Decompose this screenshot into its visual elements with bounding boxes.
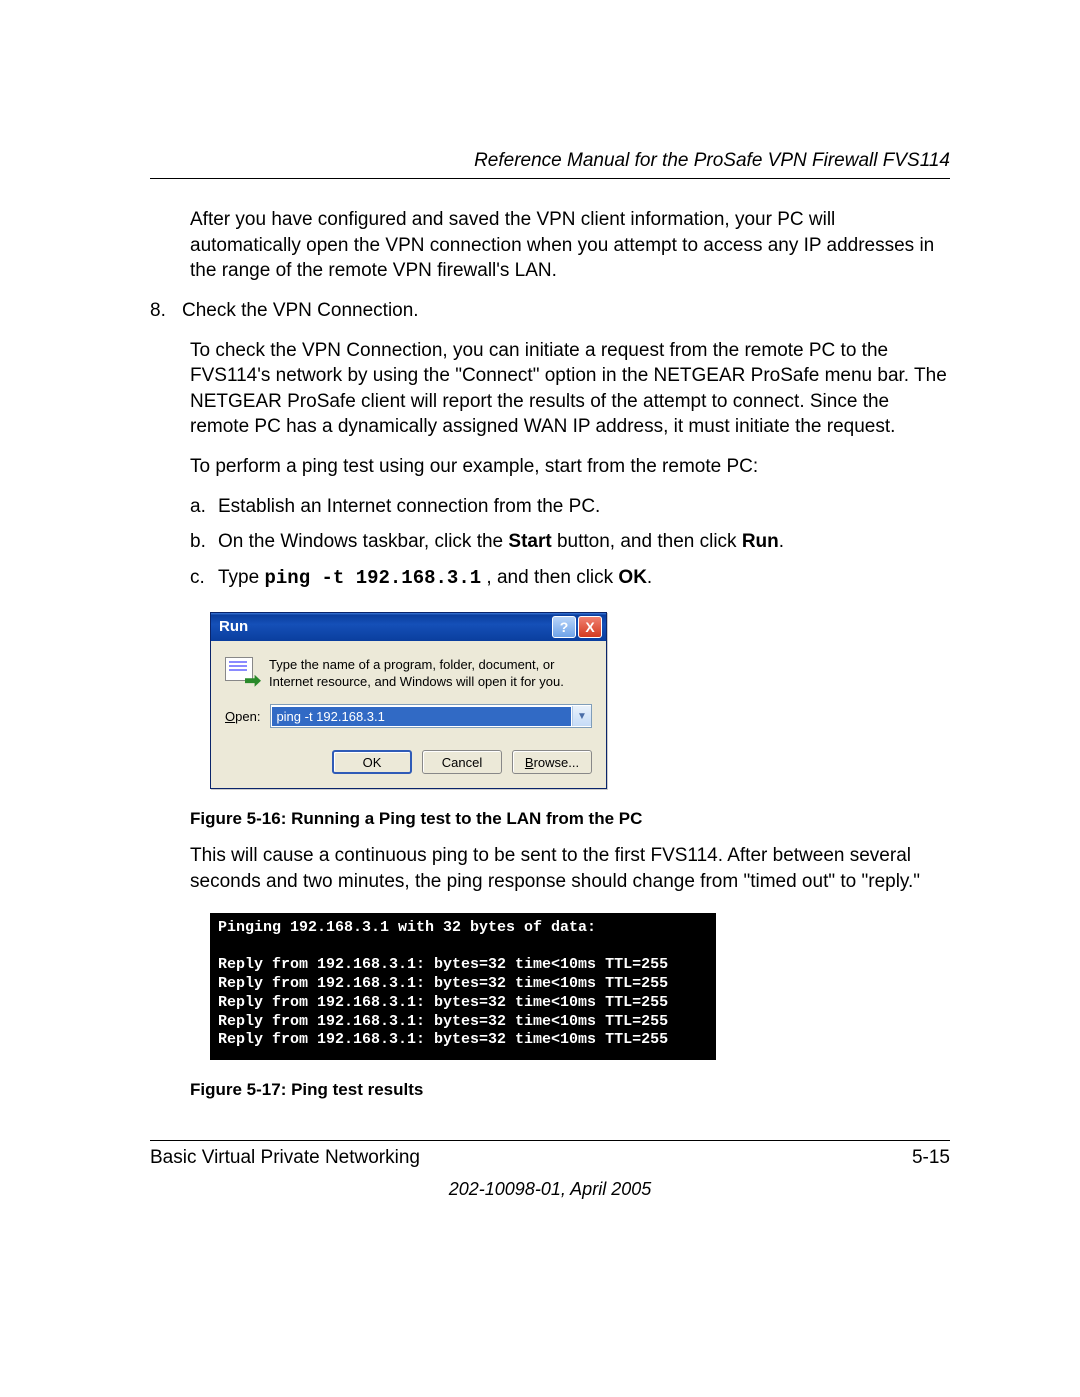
run-buttons: OK Cancel Browse... xyxy=(225,750,592,774)
terminal-reply: Reply from 192.168.3.1: bytes=32 time<10… xyxy=(218,956,668,973)
terminal-line: Pinging 192.168.3.1 with 32 bytes of dat… xyxy=(218,919,596,936)
close-icon: X xyxy=(585,619,594,635)
terminal-reply: Reply from 192.168.3.1: bytes=32 time<10… xyxy=(218,1013,668,1030)
terminal-reply: Reply from 192.168.3.1: bytes=32 time<10… xyxy=(218,1031,668,1048)
ping-command: ping -t 192.168.3.1 xyxy=(264,567,481,589)
run-label: Run xyxy=(742,531,779,552)
figure-5-16-caption: Figure 5-16: Running a Ping test to the … xyxy=(190,809,950,829)
run-dialog-title: Run xyxy=(219,618,550,635)
substep-mid: , and then click xyxy=(481,567,618,588)
ping-intro: To perform a ping test using our example… xyxy=(190,454,950,480)
substep-post: . xyxy=(779,531,784,552)
open-label: Open: xyxy=(225,709,260,724)
substep-letter: c. xyxy=(190,565,218,591)
intro-paragraph: After you have configured and saved the … xyxy=(190,207,950,284)
ok-label: OK xyxy=(618,567,647,588)
chevron-down-icon: ▼ xyxy=(577,711,587,722)
step-text: Check the VPN Connection. xyxy=(182,300,419,321)
step-number: 8. xyxy=(150,298,182,324)
run-description: Type the name of a program, folder, docu… xyxy=(269,657,592,691)
open-combobox[interactable]: ping -t 192.168.3.1 ▼ xyxy=(270,704,592,728)
figure-5-17-caption: Figure 5-17: Ping test results xyxy=(190,1080,950,1100)
terminal-reply: Reply from 192.168.3.1: bytes=32 time<10… xyxy=(218,975,668,992)
substep-letter: b. xyxy=(190,529,218,555)
run-input-row: Open: ping -t 192.168.3.1 ▼ xyxy=(225,704,592,728)
terminal-reply: Reply from 192.168.3.1: bytes=32 time<10… xyxy=(218,994,668,1011)
substep-c: c.Type ping -t 192.168.3.1 , and then cl… xyxy=(190,565,950,592)
substep-letter: a. xyxy=(190,494,218,520)
ping-terminal: Pinging 192.168.3.1 with 32 bytes of dat… xyxy=(210,913,716,1060)
page-header-title: Reference Manual for the ProSafe VPN Fir… xyxy=(150,150,950,179)
substep-mid: button, and then click xyxy=(552,531,742,552)
substep-text: Establish an Internet connection from th… xyxy=(218,496,600,517)
footer-meta: 202-10098-01, April 2005 xyxy=(150,1179,950,1200)
run-dialog-body: Type the name of a program, folder, docu… xyxy=(211,641,606,789)
page-footer: Basic Virtual Private Networking 5-15 xyxy=(150,1140,950,1169)
substep-b: b.On the Windows taskbar, click the Star… xyxy=(190,529,950,555)
substep-post: . xyxy=(647,567,652,588)
substep-prefix: Type xyxy=(218,567,264,588)
run-titlebar: Run ? X xyxy=(211,613,606,641)
footer-left: Basic Virtual Private Networking xyxy=(150,1147,420,1169)
step-8: 8.Check the VPN Connection. xyxy=(150,298,950,324)
run-dialog: Run ? X Type the name of a program, fold… xyxy=(210,612,607,790)
help-button[interactable]: ? xyxy=(552,616,576,638)
run-description-row: Type the name of a program, folder, docu… xyxy=(225,657,592,691)
document-page: Reference Manual for the ProSafe VPN Fir… xyxy=(0,0,1080,1397)
cancel-button[interactable]: Cancel xyxy=(422,750,502,774)
step-8-description: To check the VPN Connection, you can ini… xyxy=(190,338,950,441)
help-icon: ? xyxy=(560,619,569,635)
after-figure-text: This will cause a continuous ping to be … xyxy=(190,843,950,894)
ok-button[interactable]: OK xyxy=(332,750,412,774)
footer-right: 5-15 xyxy=(912,1147,950,1169)
close-button[interactable]: X xyxy=(578,616,602,638)
open-input-value: ping -t 192.168.3.1 xyxy=(272,707,571,726)
combo-dropdown-button[interactable]: ▼ xyxy=(572,706,591,726)
browse-button[interactable]: Browse... xyxy=(512,750,592,774)
run-icon xyxy=(225,657,259,685)
start-label: Start xyxy=(508,531,551,552)
substep-prefix: On the Windows taskbar, click the xyxy=(218,531,508,552)
substep-a: a.Establish an Internet connection from … xyxy=(190,494,950,520)
